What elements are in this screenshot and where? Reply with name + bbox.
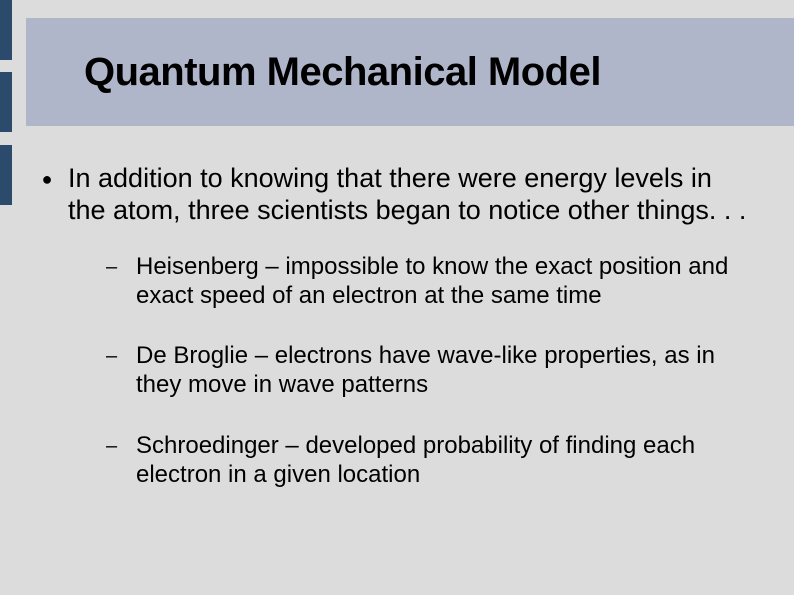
slide-title: Quantum Mechanical Model xyxy=(84,50,601,95)
list-item: – Heisenberg – impossible to know the ex… xyxy=(106,253,754,311)
sub-bullet-list: – Heisenberg – impossible to know the ex… xyxy=(26,253,754,490)
accent-bar-3 xyxy=(0,145,12,205)
title-band: Quantum Mechanical Model xyxy=(26,18,794,126)
dash-icon: – xyxy=(106,432,136,460)
content-area: ● In addition to knowing that there were… xyxy=(26,145,794,595)
list-item: – De Broglie – electrons have wave-like … xyxy=(106,342,754,400)
accent-bar-1 xyxy=(0,0,12,60)
sub-bullet-text: Schroedinger – developed probability of … xyxy=(136,432,754,490)
sidebar-accent xyxy=(0,0,26,595)
main-bullet: ● In addition to knowing that there were… xyxy=(26,163,754,227)
accent-bar-2 xyxy=(0,72,12,132)
list-item: – Schroedinger – developed probability o… xyxy=(106,432,754,490)
dash-icon: – xyxy=(106,342,136,370)
main-bullet-text: In addition to knowing that there were e… xyxy=(68,163,754,227)
bullet-marker-icon: ● xyxy=(26,163,68,195)
sub-bullet-text: De Broglie – electrons have wave-like pr… xyxy=(136,342,754,400)
dash-icon: – xyxy=(106,253,136,281)
sub-bullet-text: Heisenberg – impossible to know the exac… xyxy=(136,253,754,311)
